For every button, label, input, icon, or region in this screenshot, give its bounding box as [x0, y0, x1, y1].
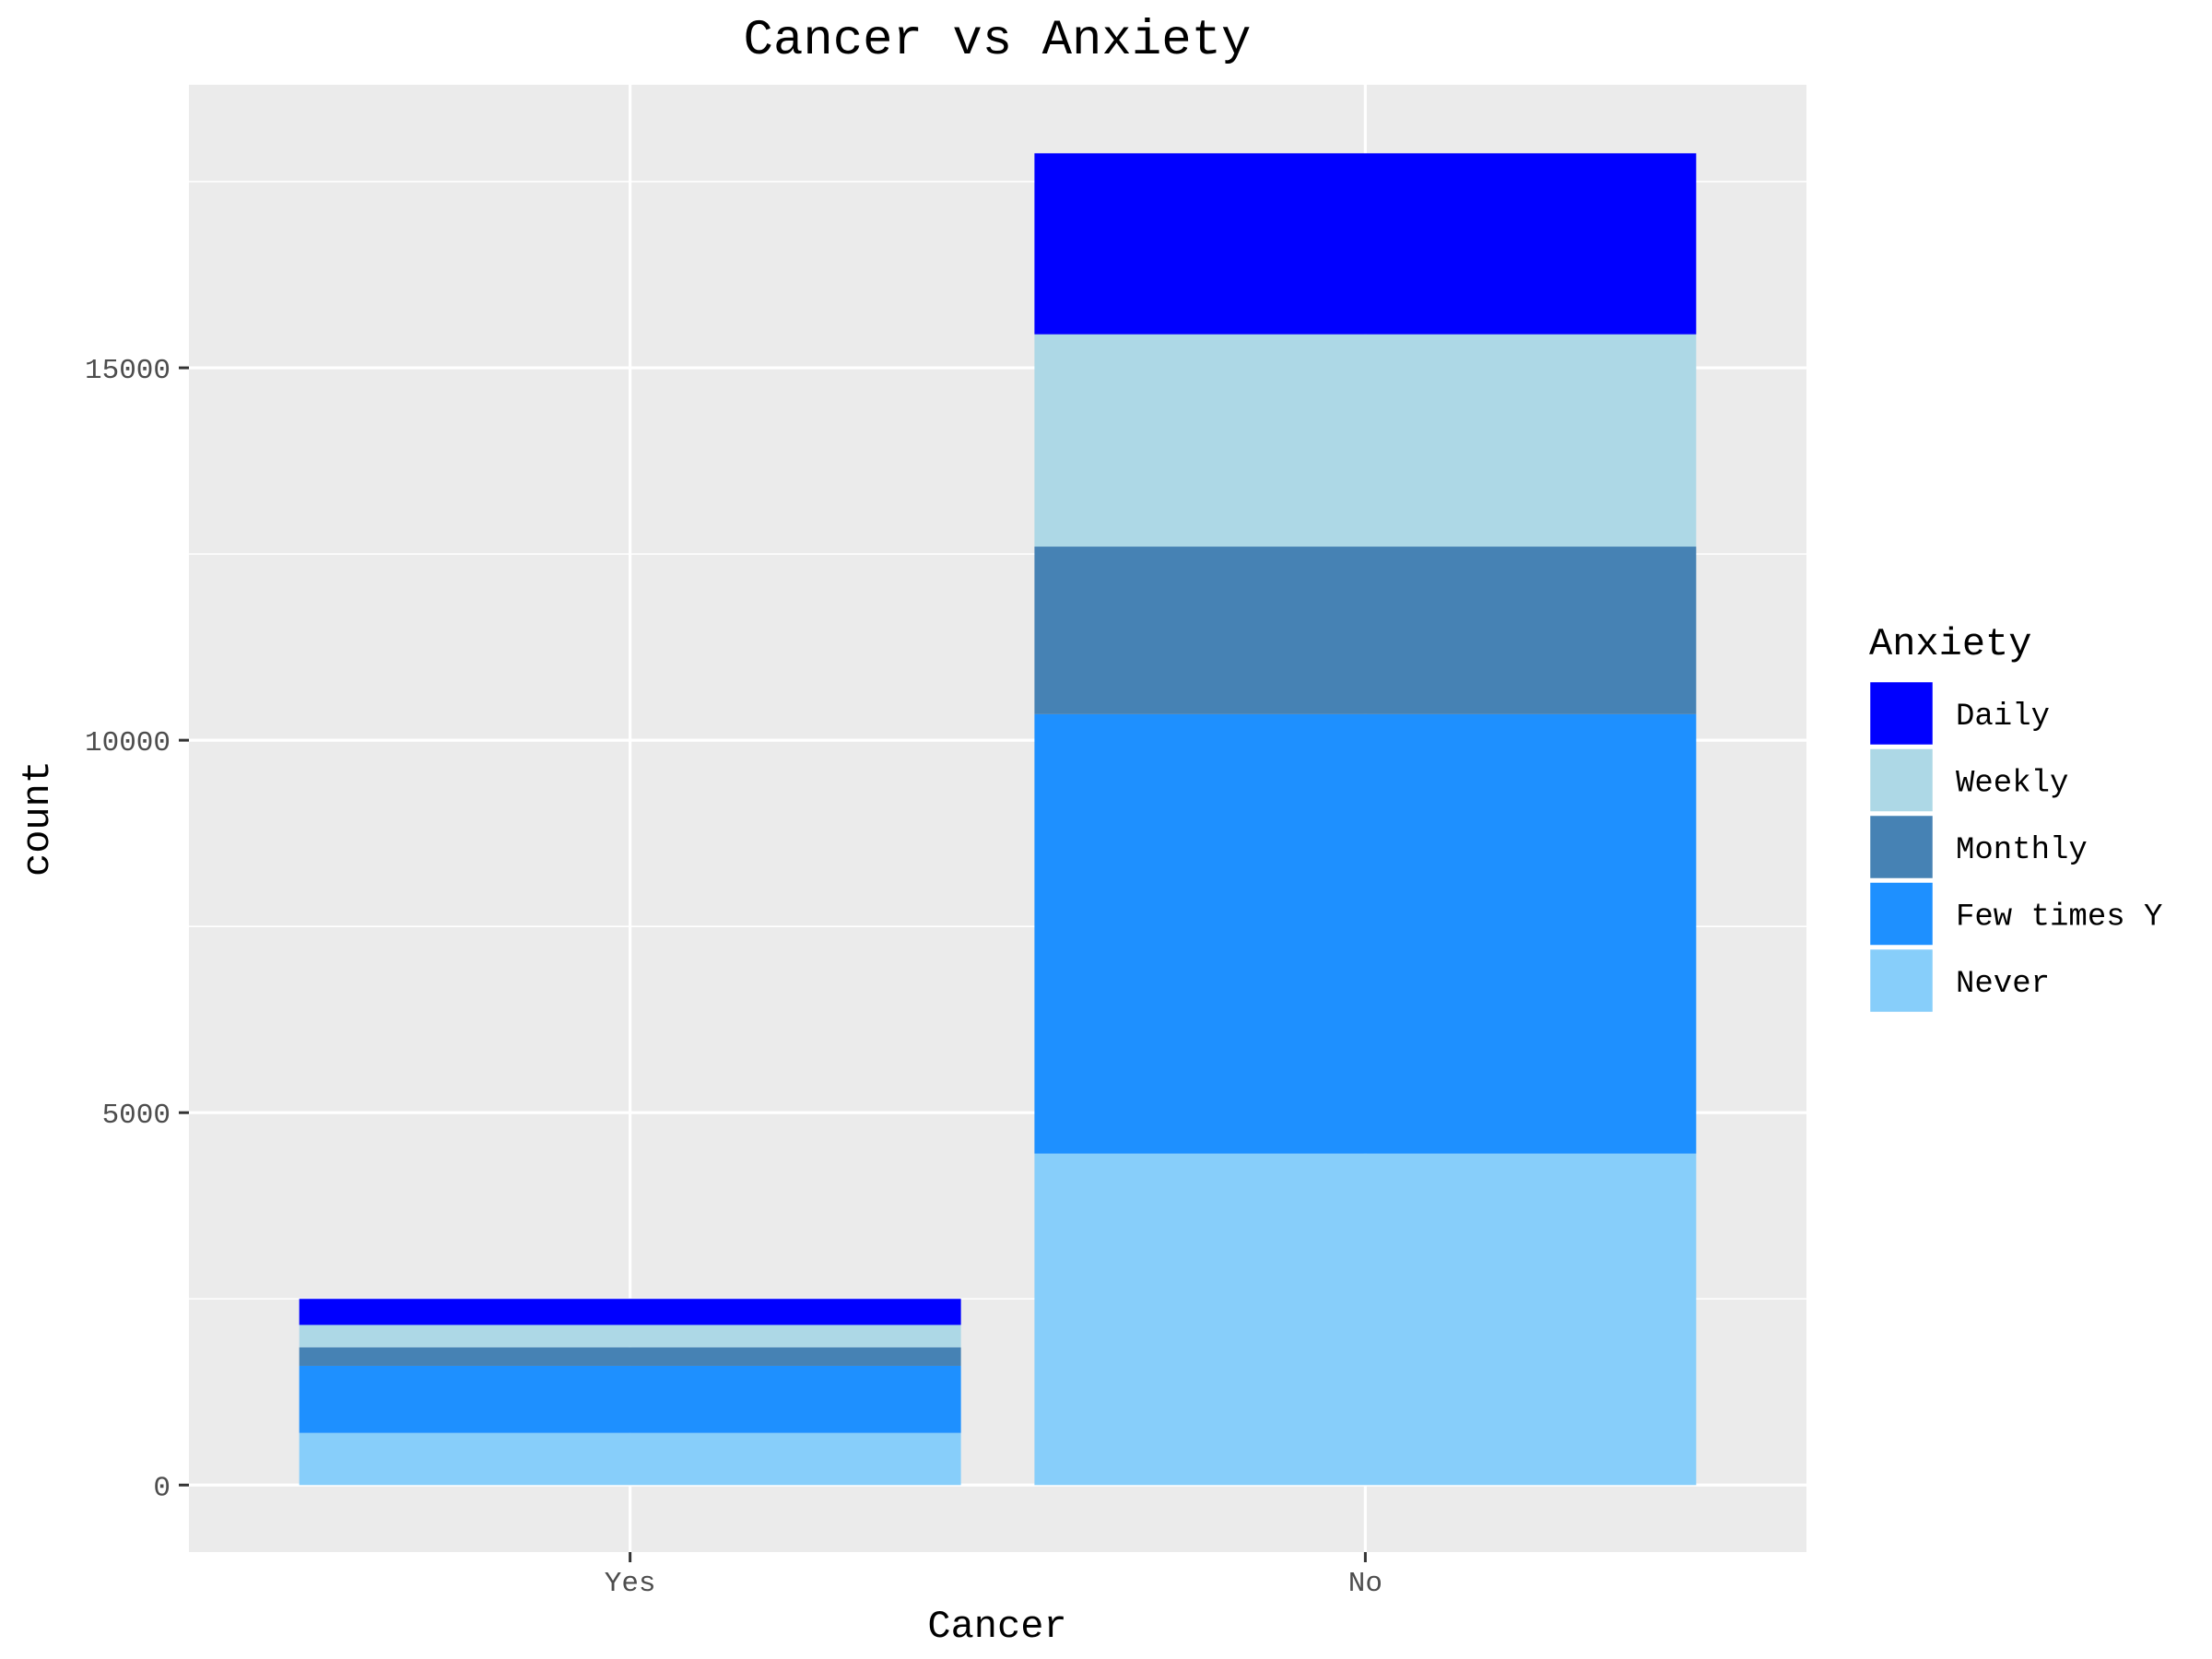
legend-label: Monthly — [1956, 833, 2088, 868]
bar-segment-yes-never — [299, 1432, 961, 1486]
legend-key-weekly — [1867, 747, 1936, 814]
legend-key-never — [1867, 947, 1936, 1015]
bar-segment-no-daily — [1034, 153, 1697, 335]
y-tick-label: 15000 — [85, 355, 171, 387]
y-axis-title: count — [16, 760, 60, 877]
bar-segment-no-few-times-y — [1034, 713, 1697, 1154]
legend-label: Never — [1956, 967, 2050, 1002]
legend-label: Daily — [1956, 700, 2050, 735]
bar-segment-yes-monthly — [299, 1347, 961, 1366]
bar-segment-yes-daily — [299, 1299, 961, 1325]
y-tick-label: 10000 — [85, 727, 171, 759]
legend-label: Weekly — [1956, 767, 2068, 802]
legend-key-monthly — [1867, 813, 1936, 881]
y-tick-label: 0 — [153, 1472, 171, 1504]
bar-segment-yes-weekly — [299, 1324, 961, 1347]
bars — [299, 153, 1697, 1486]
chart-title: Cancer vs Anxiety — [744, 13, 1252, 69]
bar-segment-yes-few-times-y — [299, 1365, 961, 1433]
legend-title: Anxiety — [1869, 622, 2031, 666]
bar-segment-no-monthly — [1034, 547, 1697, 714]
y-axis: 0 5000 10000 15000 — [85, 355, 189, 1504]
x-axis: Yes No — [605, 1552, 1382, 1600]
legend-items: Daily Weekly Monthly Few times Y Never — [1867, 679, 2162, 1015]
x-tick-label: No — [1348, 1568, 1382, 1600]
legend-key-few-times-y — [1867, 880, 1936, 947]
bar-segment-no-weekly — [1034, 334, 1697, 547]
legend-key-daily — [1867, 679, 1936, 747]
x-axis-title: Cancer — [927, 1605, 1066, 1649]
legend-label: Few times Y — [1956, 900, 2162, 935]
x-tick-label: Yes — [605, 1568, 656, 1600]
y-tick-label: 5000 — [102, 1100, 171, 1132]
legend: Anxiety Daily Weekly Monthly Few times Y Nev… — [1867, 622, 2162, 1015]
bar-segment-no-never — [1034, 1153, 1697, 1486]
